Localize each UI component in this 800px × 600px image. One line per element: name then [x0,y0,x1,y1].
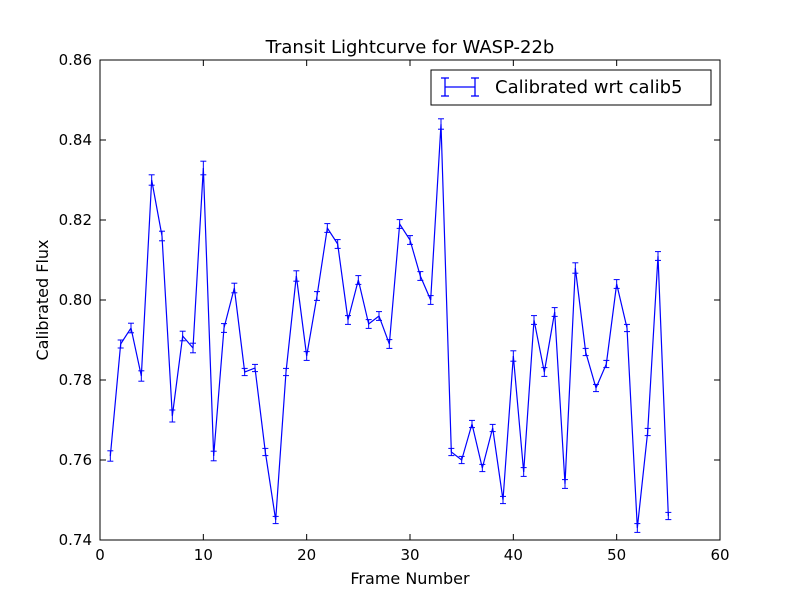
error-bar [107,450,114,462]
legend-box [430,69,712,106]
error-bar [365,319,372,329]
error-bar [252,363,258,373]
x-tick-label: 50 [607,546,626,564]
x-tick-label: 30 [400,546,419,564]
x-tick-label: 20 [297,546,316,564]
y-tick-label: 0.84 [59,131,92,149]
error-bar [655,251,661,261]
plot-area [99,59,721,541]
error-bar [200,160,207,176]
error-bar [314,291,320,301]
x-tick-label: 60 [710,546,729,564]
error-bar [376,311,382,321]
error-bar [138,370,145,382]
error-bar [355,275,362,285]
error-bar [293,270,300,282]
error-bar [169,409,176,423]
error-bar [665,511,672,521]
error-bar [179,330,186,342]
error-bar [551,307,558,317]
x-tick-label: 40 [504,546,523,564]
error-bar [417,271,424,281]
error-bar [634,523,641,533]
error-bar [148,174,155,186]
error-bar [324,223,331,233]
error-bar [489,423,496,433]
error-bar [283,367,289,377]
error-bar [531,315,537,325]
error-bar [427,295,434,305]
error-bar [303,351,310,361]
error-bar [231,282,238,294]
chart-title: Transit Lightcurve for WASP-22b [265,37,555,58]
error-bar [334,239,341,249]
error-bar [210,450,217,462]
y-tick-label: 0.82 [59,211,92,229]
error-bar [613,279,620,289]
error-bar [624,323,630,333]
error-bar [458,455,465,465]
error-bar [448,447,455,457]
error-bar [572,262,579,274]
y-axis: 0.74 0.76 0.78 0.80 0.82 0.84 0.86 [59,51,720,549]
x-tick-label: 10 [194,546,213,564]
error-bar [510,350,517,362]
legend: Calibrated wrt calib5 [430,69,712,106]
error-bar [396,219,403,229]
y-axis-label: Calibrated Flux [33,239,52,360]
error-bar [190,342,196,354]
error-bar [469,419,475,429]
error-bar [479,463,486,473]
error-bar [128,322,134,334]
error-bar [117,339,124,349]
error-bar [644,427,651,437]
y-tick-label: 0.86 [59,51,92,69]
y-tick-label: 0.74 [59,531,92,549]
error-bar [541,367,548,377]
error-bar [345,315,351,325]
x-axis: 0 10 20 30 40 50 60 [95,60,730,564]
y-tick-label: 0.76 [59,451,92,469]
x-axis-label: Frame Number [350,569,470,588]
y-tick-label: 0.80 [59,291,92,309]
error-bar [582,347,589,357]
x-tick-label: 0 [95,546,105,564]
error-bar [221,323,227,333]
error-bar [500,495,506,505]
plot-frame [99,59,721,541]
error-bar [438,118,444,130]
error-bar [272,515,279,525]
error-bar [407,235,413,245]
error-bar [159,230,165,242]
error-bar [603,359,610,369]
error-bar [593,383,599,393]
legend-label: Calibrated wrt calib5 [495,77,682,98]
y-tick-label: 0.78 [59,371,92,389]
error-bar [241,367,248,377]
error-bar [520,467,527,477]
error-bar [562,479,568,489]
series-layer [107,118,672,533]
error-bar [386,339,393,349]
legend-marker [441,77,479,97]
error-bar [262,447,269,457]
